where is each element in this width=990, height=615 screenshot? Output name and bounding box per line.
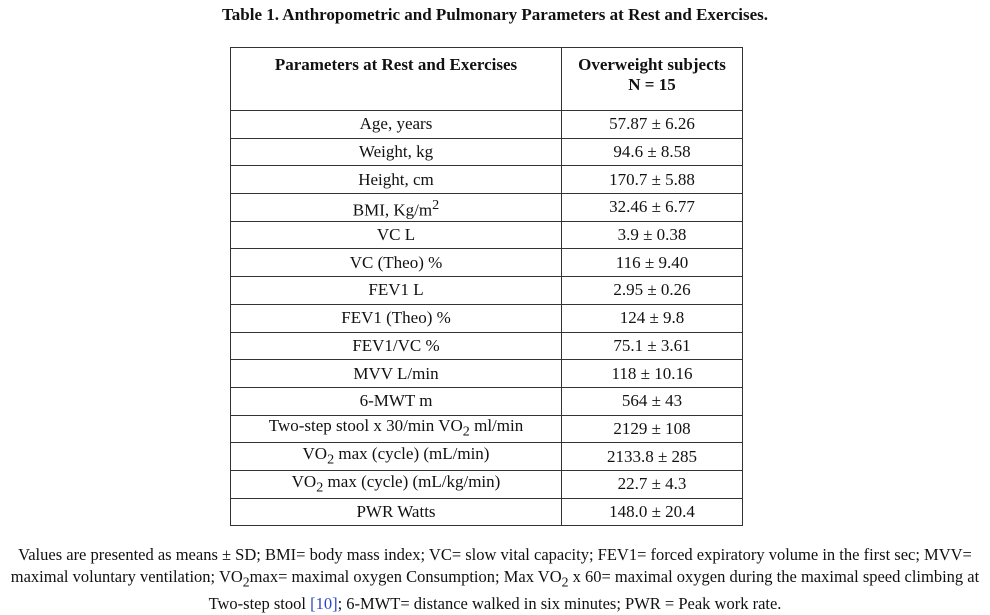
table-row: Height, cm 170.7 ± 5.88 — [230, 165, 743, 195]
param-cell: BMI, Kg/m2 — [230, 193, 562, 222]
param-cell: VO2 max (cycle) (mL/kg/min) — [230, 469, 562, 499]
param-text: VO — [291, 471, 317, 491]
param-cell: FEV1 L — [230, 276, 562, 305]
param-cell: 6-MWT m — [230, 386, 562, 416]
param-text: VO — [302, 443, 328, 463]
footnote-text: ; 6-MWT= distance walked in six minutes;… — [337, 594, 782, 614]
param-cell: FEV1/VC % — [230, 331, 562, 361]
footnote-subscript: 2 — [561, 574, 569, 590]
param-cell: VC L — [230, 220, 562, 250]
table-row: BMI, Kg/m2 32.46 ± 6.77 — [230, 193, 743, 222]
value-cell: 148.0 ± 20.4 — [561, 497, 743, 527]
value-cell: 57.87 ± 6.26 — [561, 110, 743, 139]
table-row: VO2 max (cycle) (mL/min) 2133.8 ± 285 — [230, 442, 743, 471]
value-cell: 124 ± 9.8 — [561, 303, 743, 333]
param-cell: PWR Watts — [230, 497, 562, 527]
value-cell: 564 ± 43 — [561, 386, 743, 416]
value-cell: 75.1 ± 3.61 — [561, 331, 743, 361]
param-text: ml/min — [469, 416, 524, 436]
footnote-text: x 60= maximal oxygen during the maximal … — [208, 567, 980, 614]
param-text: BMI, Kg/m — [352, 200, 433, 220]
table-row: Age, years 57.87 ± 6.26 — [230, 110, 743, 139]
footnote-subscript: 2 — [242, 574, 250, 590]
footnote-text: max= maximal oxygen Consumption; Max VO — [249, 567, 562, 586]
table-row: Two-step stool x 30/min VO2 ml/min 2129 … — [230, 414, 743, 444]
param-text: max (cycle) (mL/min) — [334, 443, 490, 463]
table-caption: Table 1. Anthropometric and Pulmonary Pa… — [221, 5, 768, 24]
param-text: max (cycle) (mL/kg/min) — [323, 471, 501, 491]
table-row: VC (Theo) % 116 ± 9.40 — [230, 248, 743, 278]
param-cell: FEV1 (Theo) % — [230, 303, 562, 333]
value-cell: 94.6 ± 8.58 — [561, 137, 743, 167]
header-parameters: Parameters at Rest and Exercises — [230, 47, 562, 111]
table-header-row: Parameters at Rest and Exercises Overwei… — [230, 47, 743, 111]
value-cell: 116 ± 9.40 — [561, 248, 743, 278]
value-cell: 32.46 ± 6.77 — [561, 193, 743, 222]
param-superscript: 2 — [432, 196, 440, 213]
value-cell: 22.7 ± 4.3 — [561, 469, 743, 499]
header-overweight-subjects: Overweight subjects N = 15 — [561, 47, 743, 111]
value-cell: 2129 ± 108 — [561, 414, 743, 444]
param-cell: Weight, kg — [230, 137, 562, 167]
table-row: VC L 3.9 ± 0.38 — [230, 220, 743, 250]
table-row: 6-MWT m 564 ± 43 — [230, 386, 743, 416]
table-row: FEV1 L 2.95 ± 0.26 — [230, 276, 743, 305]
table-row: PWR Watts 148.0 ± 20.4 — [230, 497, 743, 527]
header-n-label: N = 15 — [628, 75, 676, 94]
reference-link[interactable]: [10] — [310, 594, 338, 614]
value-cell: 170.7 ± 5.88 — [561, 165, 743, 195]
param-cell: Two-step stool x 30/min VO2 ml/min — [230, 414, 562, 444]
param-subscript: 2 — [327, 451, 335, 468]
table-row: MVV L/min 118 ± 10.16 — [230, 359, 743, 388]
table-row: FEV1/VC % 75.1 ± 3.61 — [230, 331, 743, 361]
value-cell: 118 ± 10.16 — [561, 359, 743, 388]
value-cell: 2.95 ± 0.26 — [561, 276, 743, 305]
table-row: Weight, kg 94.6 ± 8.58 — [230, 137, 743, 167]
table-footnote: Values are presented as means ± SD; BMI=… — [4, 544, 986, 615]
table-row: VO2 max (cycle) (mL/kg/min) 22.7 ± 4.3 — [230, 469, 743, 499]
table-row: FEV1 (Theo) % 124 ± 9.8 — [230, 303, 743, 333]
param-cell: Age, years — [230, 110, 562, 139]
header-group-label: Overweight subjects — [578, 55, 726, 74]
param-subscript: 2 — [316, 478, 324, 495]
param-subscript: 2 — [462, 423, 470, 440]
value-cell: 2133.8 ± 285 — [561, 442, 743, 471]
param-cell: VO2 max (cycle) (mL/min) — [230, 442, 562, 471]
param-cell: MVV L/min — [230, 359, 562, 388]
footnote-text: Values are presented as means ± SD; BMI=… — [10, 545, 972, 586]
param-text: Two-step stool x 30/min VO — [268, 416, 463, 436]
parameters-table: Parameters at Rest and Exercises Overwei… — [230, 47, 743, 527]
param-cell: Height, cm — [230, 165, 562, 195]
value-cell: 3.9 ± 0.38 — [561, 220, 743, 250]
param-cell: VC (Theo) % — [230, 248, 562, 278]
